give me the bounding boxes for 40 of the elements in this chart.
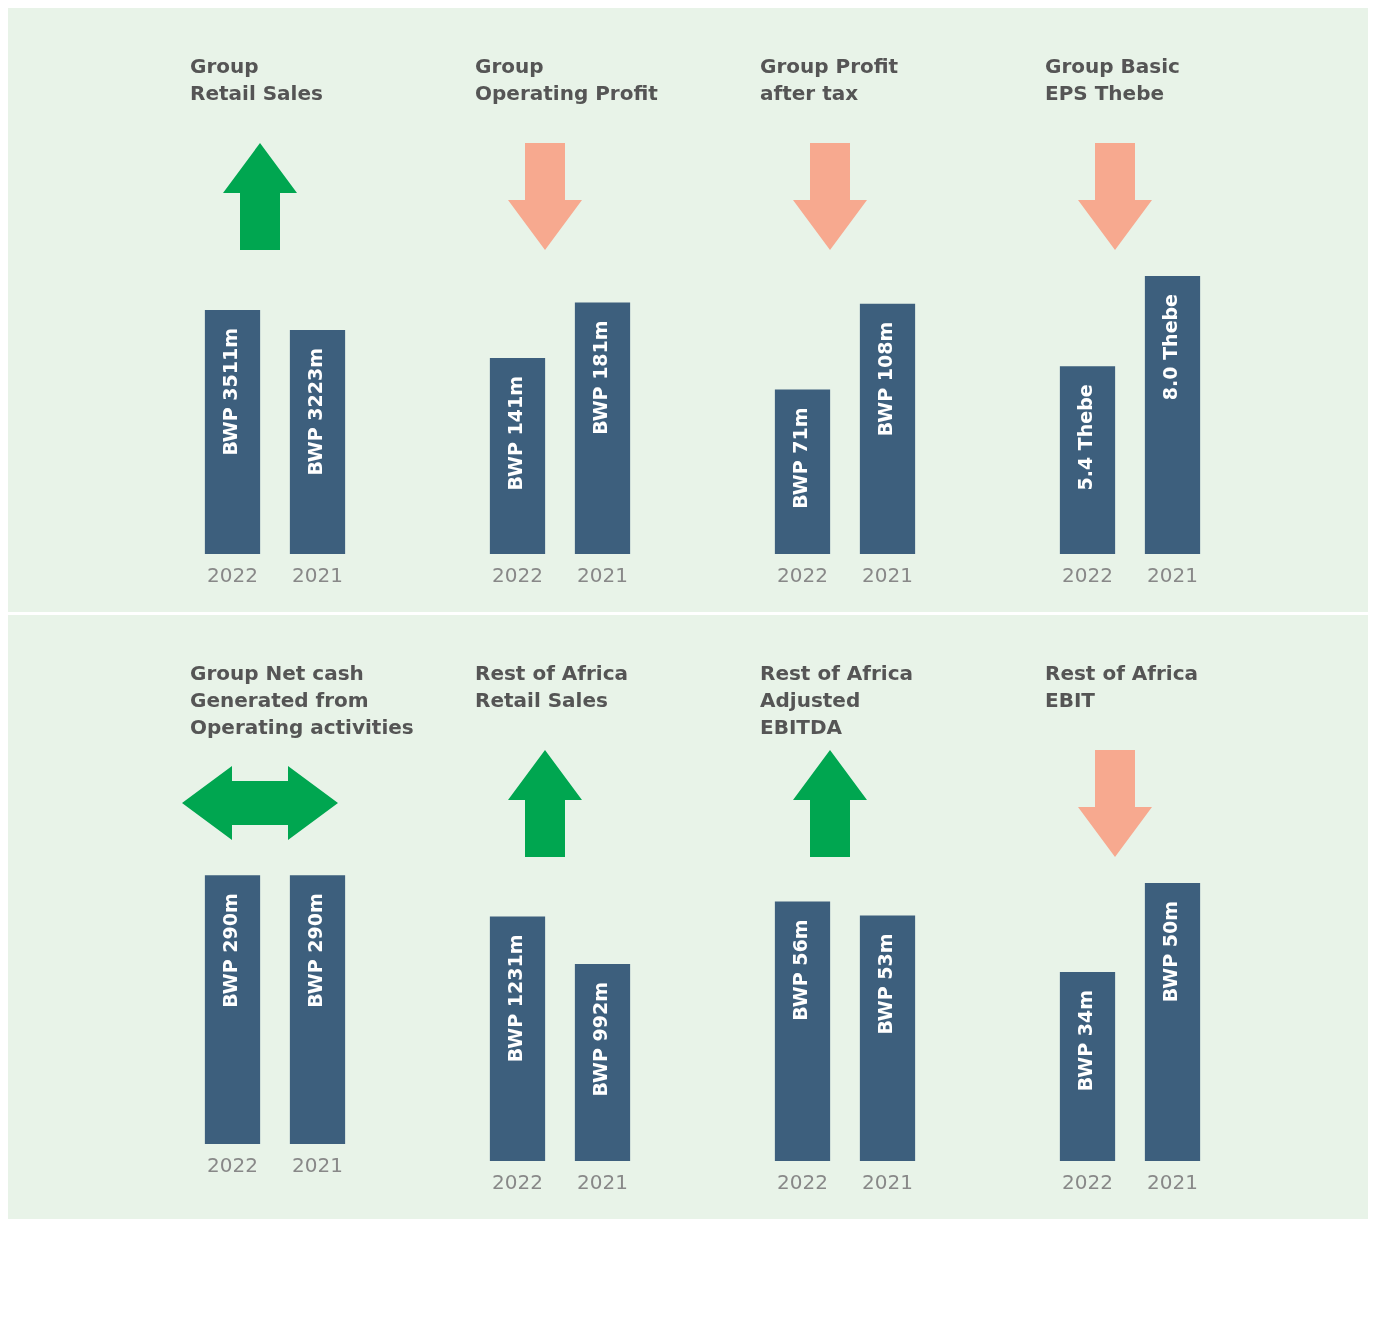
- x-tick-label: 2021: [862, 1170, 913, 1195]
- x-tick-label: 2022: [207, 1153, 258, 1178]
- x-tick-label: 2021: [292, 563, 343, 588]
- data-label: BWP 108m: [874, 321, 897, 437]
- x-tick-label: 2022: [492, 1170, 543, 1195]
- x-tick-label: 2022: [777, 1170, 828, 1195]
- data-label: BWP 290m: [219, 893, 242, 1008]
- x-tick-label: 2022: [207, 563, 258, 588]
- chart-title: Group Profit after tax: [760, 53, 900, 107]
- data-label: BWP 3223m: [304, 347, 327, 476]
- data-label: BWP 56m: [789, 919, 812, 1021]
- chart-title: Group Retail Sales: [190, 53, 324, 107]
- x-tick-label: 2021: [862, 563, 913, 588]
- data-label: BWP 34m: [1074, 989, 1097, 1092]
- data-label: BWP 992m: [589, 982, 612, 1097]
- x-tick-label: 2021: [1147, 1170, 1198, 1195]
- data-label: BWP 290m: [304, 893, 327, 1008]
- x-tick-label: 2021: [577, 563, 628, 588]
- data-label: BWP 1231m: [504, 934, 527, 1063]
- data-label: BWP 50m: [1159, 900, 1182, 1003]
- chart-title: Group Net cash Generated from Operating activities: [190, 660, 415, 741]
- data-label: BWP 3511m: [219, 327, 242, 456]
- chart-title: Group Operating Profit: [475, 53, 659, 107]
- x-tick-label: 2021: [292, 1153, 343, 1178]
- data-label: BWP 53m: [874, 933, 897, 1035]
- chart-title: Rest of Africa Adjusted EBITDA: [760, 660, 915, 741]
- x-tick-label: 2021: [1147, 563, 1198, 588]
- data-label: 5.4 Thebe: [1074, 384, 1097, 491]
- x-tick-label: 2022: [1062, 1170, 1113, 1195]
- x-tick-label: 2022: [777, 563, 828, 588]
- chart-title: Rest of Africa Retail Sales: [475, 660, 630, 714]
- x-tick-label: 2022: [1062, 563, 1113, 588]
- chart-title: Rest of Africa EBIT: [1045, 660, 1200, 714]
- x-tick-label: 2022: [492, 563, 543, 588]
- data-label: BWP 141m: [504, 376, 527, 491]
- data-label: BWP 181m: [589, 320, 612, 435]
- chart-title: Group Basic EPS Thebe: [1045, 53, 1181, 107]
- data-label: 8.0 Thebe: [1159, 293, 1182, 401]
- data-label: BWP 71m: [789, 407, 812, 509]
- x-tick-label: 2021: [577, 1170, 628, 1195]
